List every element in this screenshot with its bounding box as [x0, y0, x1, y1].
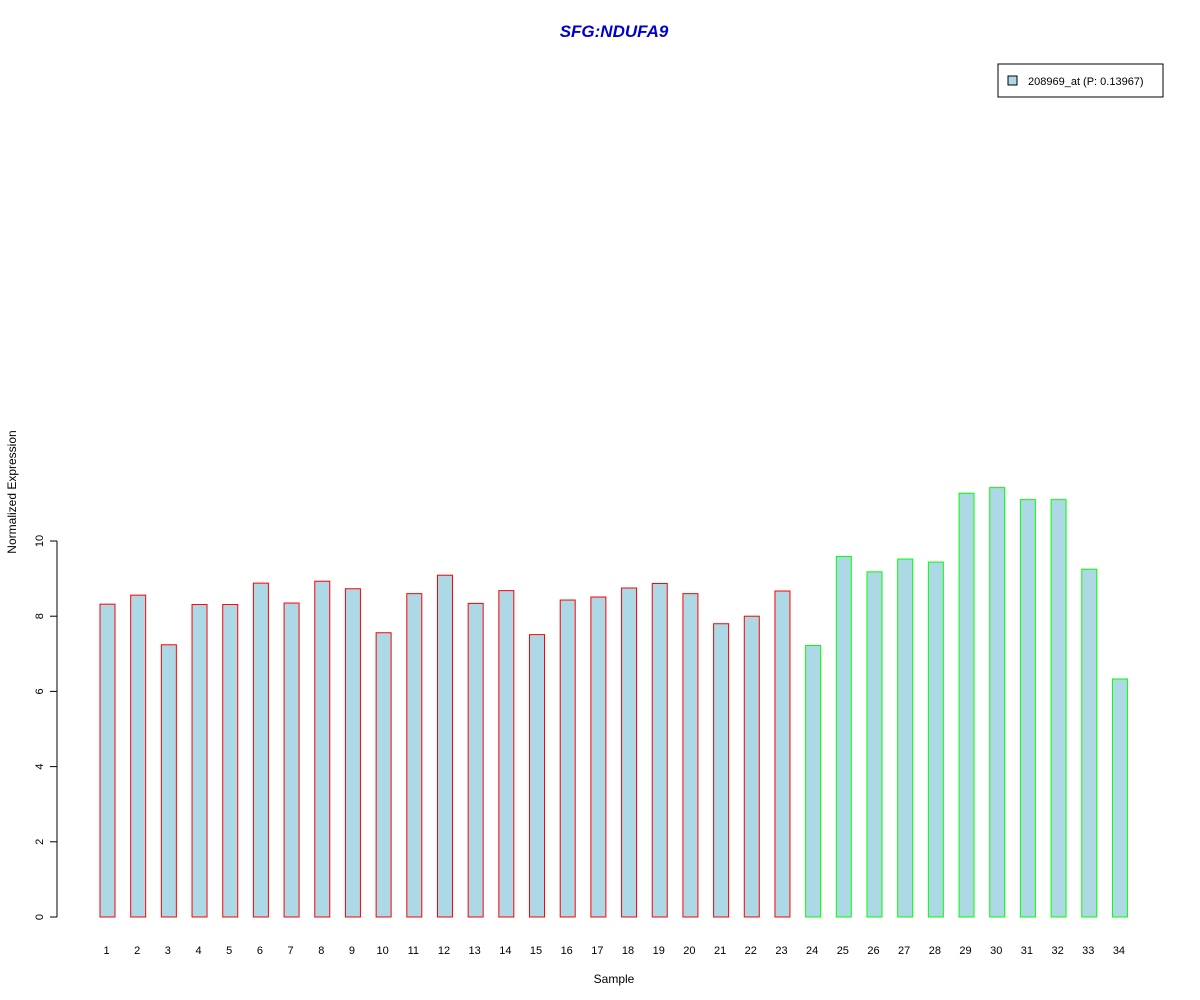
- x-tick-label: 1: [103, 945, 109, 957]
- x-tick-label: 15: [530, 945, 542, 957]
- x-tick-label: 16: [561, 945, 573, 957]
- bar-sample-20: [682, 593, 699, 918]
- bar-sample-9: [344, 588, 361, 918]
- bar-sample-2: [130, 594, 147, 918]
- legend-box: [997, 63, 1164, 98]
- legend: 208969_at (P: 0.13967): [997, 63, 1164, 98]
- x-tick-label: 11: [408, 945, 419, 957]
- bar-sample-19: [651, 582, 668, 918]
- x-tick-label: 26: [867, 945, 879, 957]
- x-tick-label: 12: [438, 945, 450, 957]
- x-tick-label: 30: [990, 945, 1002, 957]
- chart-title: SFG:NDUFA9: [560, 22, 669, 41]
- bar-sample-24: [805, 645, 822, 918]
- bar-sample-17: [590, 596, 607, 918]
- x-tick-label: 21: [714, 945, 726, 957]
- bar-sample-10: [375, 632, 392, 918]
- x-tick-label: 18: [622, 945, 634, 957]
- bar-sample-28: [927, 561, 944, 918]
- x-tick-label: 3: [165, 945, 171, 957]
- y-tick-label: 0: [34, 914, 46, 920]
- legend-label: 208969_at (P: 0.13967): [1028, 76, 1144, 88]
- bar-sample-22: [743, 615, 760, 918]
- x-tick-label: 6: [257, 945, 263, 957]
- x-tick-label: 5: [226, 945, 232, 957]
- bar-sample-21: [713, 623, 730, 918]
- x-tick-label: 23: [775, 945, 787, 957]
- bar-sample-15: [529, 634, 546, 918]
- y-tick-label: 8: [34, 613, 46, 619]
- bar-sample-4: [191, 604, 208, 918]
- bar-sample-26: [866, 571, 883, 918]
- bar-sample-25: [835, 555, 852, 918]
- x-tick-labels: 1 2 3 4 5 6 7 8 9 10 11 12 13 14 15 16 17 18 19 20 21 22 23 24 2…: [103, 945, 1125, 957]
- x-tick-label: 20: [683, 945, 695, 957]
- bar-sample-33: [1081, 568, 1098, 918]
- bar-sample-7: [283, 602, 300, 918]
- bar-sample-30: [989, 487, 1006, 918]
- x-tick-label: 9: [349, 945, 355, 957]
- x-tick-label: 2: [134, 945, 140, 957]
- bar-sample-34: [1111, 678, 1128, 918]
- bar-sample-1: [99, 603, 116, 918]
- y-tick-label: 6: [34, 688, 46, 694]
- y-axis: 0 2 4 6 8 10: [34, 535, 58, 920]
- bar-sample-11: [406, 593, 423, 918]
- y-axis-label: Normalized Expression: [5, 430, 19, 553]
- x-tick-label: 27: [898, 945, 910, 957]
- bar-sample-27: [897, 558, 914, 918]
- x-tick-label: 25: [837, 945, 849, 957]
- y-tick-label: 10: [34, 535, 46, 547]
- bar-sample-29: [958, 492, 975, 918]
- x-tick-label: 34: [1113, 945, 1125, 957]
- bar-sample-32: [1050, 499, 1067, 918]
- x-tick-label: 31: [1021, 945, 1033, 957]
- x-tick-label: 4: [195, 945, 201, 957]
- bar-sample-18: [621, 587, 638, 918]
- bar-sample-6: [252, 582, 269, 918]
- x-tick-label: 28: [929, 945, 941, 957]
- y-tick-label: 2: [34, 839, 46, 845]
- x-tick-label: 33: [1082, 945, 1094, 957]
- bar-sample-16: [559, 599, 576, 918]
- x-tick-label: 24: [806, 945, 818, 957]
- bar-sample-13: [467, 602, 484, 918]
- bar-sample-14: [498, 590, 515, 918]
- bar-sample-5: [222, 604, 239, 918]
- bar-sample-3: [160, 644, 177, 918]
- bar-sample-8: [314, 580, 331, 918]
- legend-swatch: [1007, 75, 1018, 86]
- bars: [99, 487, 1128, 918]
- x-tick-label: 19: [653, 945, 665, 957]
- bar-sample-23: [774, 590, 791, 918]
- x-tick-label: 7: [288, 945, 294, 957]
- bar-sample-31: [1019, 499, 1036, 918]
- x-tick-label: 10: [376, 945, 388, 957]
- x-axis-label: Sample: [594, 972, 635, 986]
- x-tick-label: 29: [959, 945, 971, 957]
- y-tick-label: 4: [34, 764, 46, 770]
- x-tick-label: 22: [745, 945, 757, 957]
- bar-sample-12: [436, 574, 453, 918]
- x-tick-label: 32: [1051, 945, 1063, 957]
- x-tick-label: 14: [499, 945, 511, 957]
- x-tick-label: 17: [591, 945, 603, 957]
- x-tick-label: 8: [318, 945, 324, 957]
- x-tick-label: 13: [469, 945, 481, 957]
